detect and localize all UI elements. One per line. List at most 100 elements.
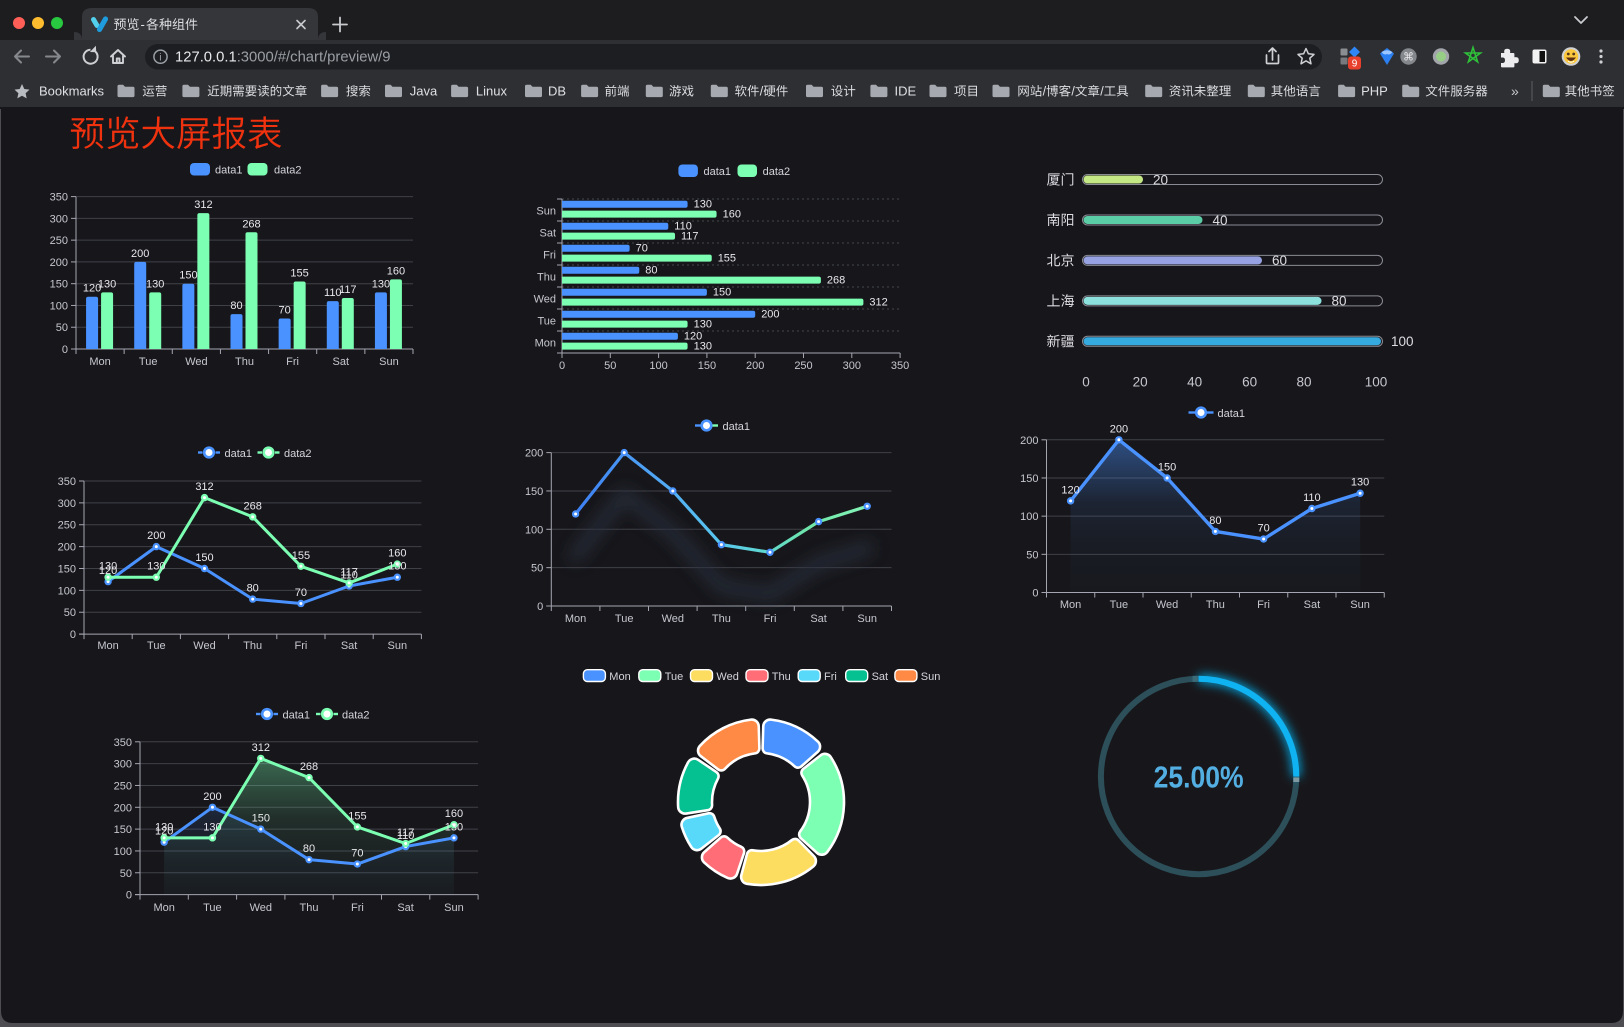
svg-text:250: 250: [114, 781, 132, 793]
svg-text:350: 350: [58, 476, 76, 488]
svg-text:150: 150: [1020, 473, 1038, 485]
svg-text:Thu: Thu: [1206, 599, 1225, 611]
svg-text:200: 200: [147, 530, 165, 542]
svg-text:Tue: Tue: [147, 640, 166, 652]
svg-text:Wed: Wed: [716, 671, 738, 683]
svg-text:70: 70: [278, 305, 290, 317]
svg-text:Tue: Tue: [537, 316, 556, 328]
svg-text:Sat: Sat: [810, 613, 827, 625]
svg-text:312: 312: [869, 296, 887, 308]
svg-text:Fri: Fri: [351, 902, 364, 914]
svg-text:200: 200: [1110, 423, 1128, 435]
svg-text:130: 130: [203, 821, 221, 833]
svg-text:312: 312: [195, 481, 213, 493]
svg-text:Mon: Mon: [1060, 599, 1081, 611]
svg-text:130: 130: [694, 199, 712, 211]
svg-text:117: 117: [681, 230, 699, 242]
svg-text:160: 160: [388, 548, 406, 560]
svg-text:data1: data1: [1218, 408, 1246, 420]
svg-text:80: 80: [303, 843, 315, 855]
svg-text:100: 100: [649, 360, 667, 372]
svg-text:0: 0: [1032, 588, 1038, 600]
svg-text:data2: data2: [284, 448, 312, 460]
svg-text:25.00%: 25.00%: [1154, 761, 1244, 795]
svg-text:200: 200: [761, 309, 779, 321]
svg-text:50: 50: [531, 563, 543, 575]
svg-text:200: 200: [203, 791, 221, 803]
svg-text:155: 155: [292, 550, 310, 562]
svg-text:0: 0: [62, 344, 68, 356]
svg-text:Java: Java: [410, 84, 438, 99]
svg-text:Thu: Thu: [537, 272, 556, 284]
svg-text:300: 300: [114, 759, 132, 771]
svg-text:150: 150: [50, 279, 68, 291]
svg-text:200: 200: [746, 360, 764, 372]
svg-text:160: 160: [387, 265, 405, 277]
svg-text:130: 130: [694, 340, 712, 352]
svg-text:60: 60: [1242, 375, 1257, 390]
svg-text:Thu: Thu: [300, 902, 319, 914]
svg-text:Thu: Thu: [243, 640, 262, 652]
svg-text:100: 100: [1020, 511, 1038, 523]
svg-text:250: 250: [58, 520, 76, 532]
svg-text:312: 312: [194, 199, 212, 211]
svg-text:Sat: Sat: [341, 640, 358, 652]
svg-text:130: 130: [147, 561, 165, 573]
svg-text:data2: data2: [274, 165, 302, 177]
svg-text:20: 20: [1133, 375, 1148, 390]
svg-text:0: 0: [126, 890, 132, 902]
svg-text:50: 50: [120, 868, 132, 880]
svg-text:Tue: Tue: [1110, 599, 1129, 611]
svg-text:350: 350: [114, 737, 132, 749]
svg-text:70: 70: [636, 243, 648, 255]
svg-text:268: 268: [300, 761, 318, 773]
svg-text:-: -: [141, 17, 145, 32]
svg-text:data1: data1: [225, 448, 253, 460]
svg-text:200: 200: [114, 802, 132, 814]
svg-text:Mon: Mon: [97, 640, 118, 652]
svg-text:150: 150: [58, 564, 76, 576]
svg-text:130: 130: [98, 278, 116, 290]
svg-text:Tue: Tue: [203, 902, 222, 914]
svg-text:Tue: Tue: [139, 356, 158, 368]
svg-text:Sun: Sun: [388, 640, 408, 652]
svg-text:Wed: Wed: [662, 613, 684, 625]
svg-text:155: 155: [718, 252, 736, 264]
svg-text:110: 110: [674, 221, 692, 233]
svg-text:Sat: Sat: [333, 356, 350, 368]
svg-text:70: 70: [351, 848, 363, 860]
svg-text:50: 50: [64, 607, 76, 619]
svg-text:100: 100: [114, 846, 132, 858]
svg-text:Sat: Sat: [872, 671, 889, 683]
svg-text:Wed: Wed: [250, 902, 272, 914]
svg-text:200: 200: [58, 542, 76, 554]
svg-text:Sun: Sun: [444, 902, 464, 914]
svg-text:130: 130: [99, 561, 117, 573]
svg-text:130: 130: [155, 821, 173, 833]
svg-text:100: 100: [1365, 375, 1388, 390]
svg-text:60: 60: [1272, 253, 1287, 268]
svg-text:130: 130: [445, 821, 463, 833]
svg-text:Sun: Sun: [536, 206, 556, 218]
svg-text:0: 0: [70, 629, 76, 641]
svg-text:Sun: Sun: [921, 671, 941, 683]
svg-text:80: 80: [247, 583, 259, 595]
svg-text:50: 50: [604, 360, 616, 372]
svg-text:155: 155: [348, 810, 366, 822]
svg-text:⌘: ⌘: [1403, 52, 1414, 64]
svg-text:160: 160: [445, 808, 463, 820]
svg-text:110: 110: [1303, 492, 1321, 504]
svg-text:150: 150: [195, 552, 213, 564]
svg-text:Linux: Linux: [476, 84, 508, 99]
svg-text:100: 100: [525, 524, 543, 536]
svg-text:250: 250: [794, 360, 812, 372]
svg-text:Bookmarks: Bookmarks: [39, 84, 105, 99]
svg-text:110: 110: [324, 287, 342, 299]
svg-text:i: i: [159, 52, 161, 64]
svg-text:120: 120: [1061, 484, 1079, 496]
svg-text:IDE: IDE: [895, 84, 917, 99]
svg-text:Sun: Sun: [379, 356, 399, 368]
svg-text:268: 268: [244, 500, 262, 512]
svg-text:data1: data1: [723, 421, 751, 433]
svg-text:data1: data1: [215, 165, 243, 177]
